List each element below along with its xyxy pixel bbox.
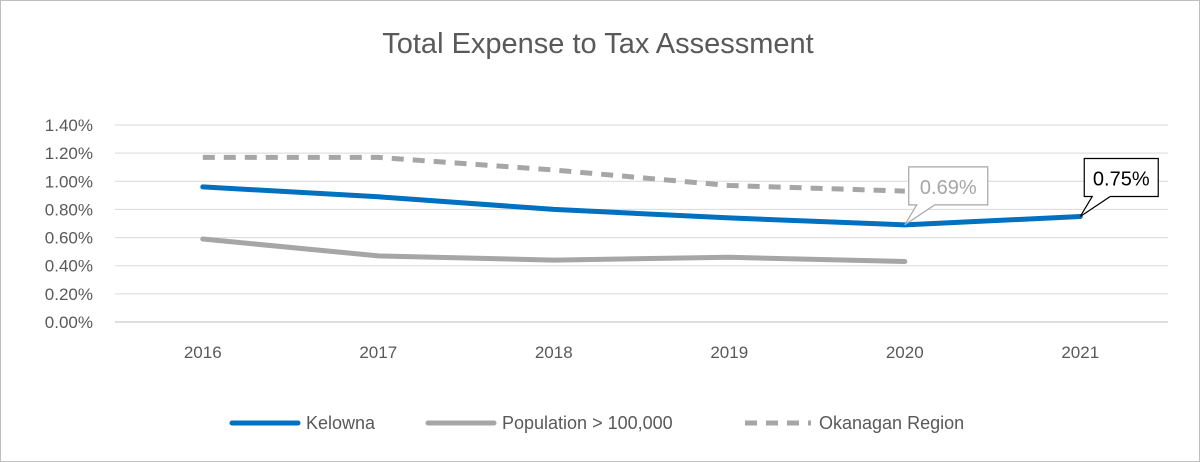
callout-box bbox=[1079, 157, 1159, 217]
callout-label: 0.75% bbox=[1093, 168, 1150, 190]
x-tick-label: 2019 bbox=[710, 343, 748, 362]
callout-box bbox=[904, 166, 989, 226]
x-axis-labels: 2016 2017 2018 2019 2020 2021 bbox=[184, 343, 1099, 362]
y-tick-label: 0.20% bbox=[45, 285, 93, 304]
legend-label: Okanagan Region bbox=[819, 413, 964, 433]
chart-title: Total Expense to Tax Assessment bbox=[382, 28, 813, 60]
y-tick-label: 0.80% bbox=[45, 200, 93, 219]
series-line-okanagan-region bbox=[202, 154, 905, 194]
y-tick-label: 0.00% bbox=[45, 313, 93, 332]
data-callouts: 0.69% 0.75% bbox=[904, 157, 1159, 226]
y-tick-label: 0.60% bbox=[45, 229, 93, 248]
legend: Kelowna Population > 100,000 Okanagan Regi… bbox=[229, 413, 964, 433]
legend-item: Okanagan Region bbox=[745, 413, 964, 433]
series-line-kelowna bbox=[200, 184, 1083, 228]
legend-label: Kelowna bbox=[306, 413, 376, 433]
legend-item: Kelowna bbox=[229, 413, 376, 433]
y-tick-label: 1.20% bbox=[45, 144, 93, 163]
callout-label: 0.69% bbox=[920, 177, 977, 199]
legend-item: Population > 100,000 bbox=[425, 413, 673, 433]
gridlines bbox=[115, 124, 1168, 323]
data-callout: 0.69% bbox=[904, 166, 989, 226]
legend-label: Population > 100,000 bbox=[502, 413, 673, 433]
x-tick-label: 2021 bbox=[1061, 343, 1099, 362]
x-tick-label: 2018 bbox=[535, 343, 573, 362]
y-tick-label: 1.00% bbox=[45, 172, 93, 191]
series-lines bbox=[200, 154, 1083, 264]
x-tick-label: 2017 bbox=[359, 343, 397, 362]
data-callout: 0.75% bbox=[1079, 157, 1159, 217]
y-tick-label: 0.40% bbox=[45, 257, 93, 276]
x-tick-label: 2020 bbox=[886, 343, 924, 362]
x-tick-label: 2016 bbox=[184, 343, 222, 362]
y-tick-label: 1.40% bbox=[45, 116, 93, 135]
series-line-population-100-000 bbox=[200, 236, 908, 264]
y-axis-labels: 0.00% 0.20% 0.40% 0.60% 0.80% 1.00% 1.20% 1.40% bbox=[45, 116, 93, 332]
